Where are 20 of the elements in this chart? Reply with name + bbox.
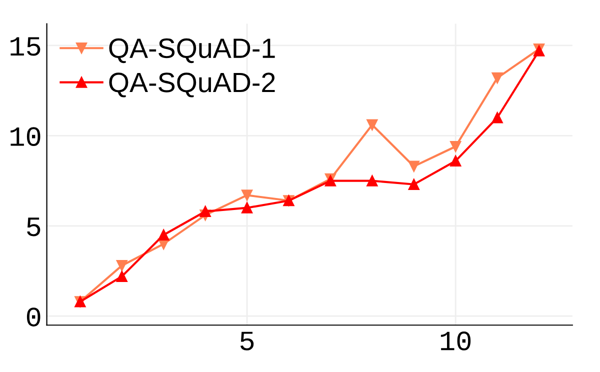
point: [492, 72, 503, 84]
point: [116, 270, 128, 282]
point: [408, 160, 420, 172]
point: [158, 229, 170, 240]
point: [241, 202, 253, 214]
point: [366, 175, 378, 186]
point: [408, 178, 420, 190]
legend-label: QA-SQuAD-1: [109, 38, 275, 64]
point: [366, 119, 378, 130]
legend-label: QA-SQuAD-2: [109, 72, 275, 98]
y-tick-label: 0: [26, 308, 40, 326]
point: [200, 206, 211, 218]
point: [116, 260, 128, 272]
y-tick-label: 10: [10, 127, 40, 146]
point: [450, 155, 462, 166]
y-tick-label: 5: [27, 218, 40, 236]
y-tick-label: 15: [10, 37, 40, 56]
point: [241, 190, 253, 201]
point: [450, 140, 462, 152]
point: [492, 112, 503, 124]
